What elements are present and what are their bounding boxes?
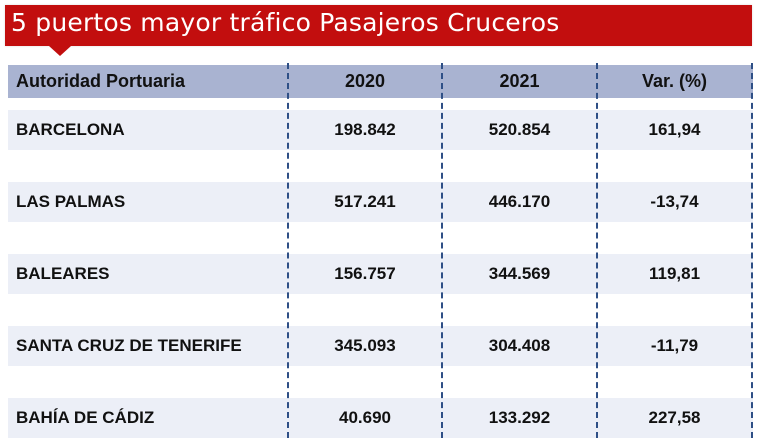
- value-variation: 161,94: [648, 120, 701, 139]
- page-title: 5 puertos mayor tráfico Pasajeros Crucer…: [11, 8, 560, 37]
- title-banner: 5 puertos mayor tráfico Pasajeros Crucer…: [5, 5, 752, 46]
- port-name: BARCELONA: [16, 120, 125, 139]
- column-header-port: Autoridad Portuaria: [16, 71, 186, 91]
- value-2020: 156.757: [334, 264, 396, 283]
- column-header-2021: 2021: [499, 71, 540, 91]
- table-header-row: Autoridad Portuaria 2020 2021 Var. (%): [8, 65, 753, 98]
- value-2021: 304.408: [488, 336, 551, 355]
- port-name: SANTA CRUZ DE TENERIFE: [16, 336, 242, 355]
- value-2020: 517.241: [334, 192, 396, 211]
- port-name: BAHÍA DE CÁDIZ: [16, 408, 155, 427]
- column-header-variation: Var. (%): [641, 71, 708, 91]
- value-variation: 227,58: [648, 408, 701, 427]
- port-name: BALEARES: [16, 264, 110, 283]
- column-header-2020: 2020: [344, 71, 386, 91]
- value-2021: 344.569: [488, 264, 551, 283]
- table-row: BAHÍA DE CÁDIZ 40.690 133.292 227,58: [8, 398, 753, 438]
- banner-pointer: [49, 46, 71, 56]
- column-divider: [287, 63, 289, 438]
- table-row: BALEARES 156.757 344.569 119,81: [8, 254, 753, 294]
- table-row: BARCELONA 198.842 520.854 161,94: [8, 110, 753, 150]
- port-name: LAS PALMAS: [16, 192, 126, 211]
- value-variation: 119,81: [648, 264, 701, 283]
- value-2021: 446.170: [488, 192, 551, 211]
- value-2020: 40.690: [339, 408, 391, 427]
- value-2021: 133.292: [488, 408, 551, 427]
- column-divider: [441, 63, 443, 438]
- column-divider: [596, 63, 598, 438]
- value-2021: 520.854: [488, 120, 551, 139]
- table-row: LAS PALMAS 517.241 446.170 -13,74: [8, 182, 753, 222]
- column-divider: [751, 63, 753, 438]
- value-variation: -11,79: [650, 336, 699, 355]
- value-variation: -13,74: [650, 192, 699, 211]
- value-2020: 198.842: [334, 120, 396, 139]
- table-row: SANTA CRUZ DE TENERIFE 345.093 304.408 -…: [8, 326, 753, 366]
- value-2020: 345.093: [334, 336, 396, 355]
